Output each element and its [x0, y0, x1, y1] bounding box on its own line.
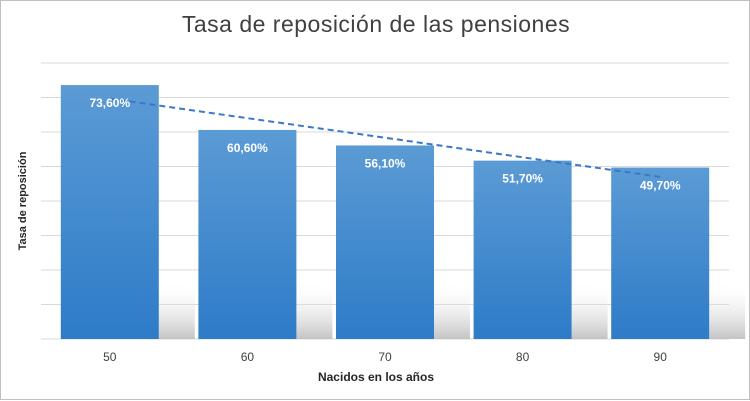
- bar-shadow: [158, 281, 195, 339]
- data-label: 56,10%: [365, 156, 406, 170]
- bar-shadow: [434, 281, 470, 339]
- x-tick-label: 60: [241, 350, 255, 364]
- data-label: 49,70%: [640, 179, 681, 193]
- x-tick-label: 90: [654, 350, 668, 364]
- bar-50: [60, 85, 159, 339]
- x-tick-label: 70: [378, 350, 392, 364]
- bar-shadow: [571, 281, 608, 339]
- bar-90: [611, 167, 710, 339]
- bar-60: [198, 129, 297, 339]
- x-axis-label: Nacidos en los años: [317, 370, 435, 384]
- chart-title: Tasa de reposición de las pensiones: [181, 11, 571, 37]
- bar-shadow: [296, 281, 333, 339]
- data-label: 60,60%: [227, 141, 268, 155]
- x-tick-label: 50: [103, 350, 117, 364]
- x-tick-label: 80: [516, 350, 530, 364]
- bar-80: [473, 160, 572, 339]
- bar-70: [336, 145, 434, 339]
- data-label: 73,60%: [89, 96, 130, 110]
- bar-shadow: [709, 281, 746, 339]
- data-label: 51,70%: [502, 172, 543, 186]
- trendline: [109, 97, 661, 178]
